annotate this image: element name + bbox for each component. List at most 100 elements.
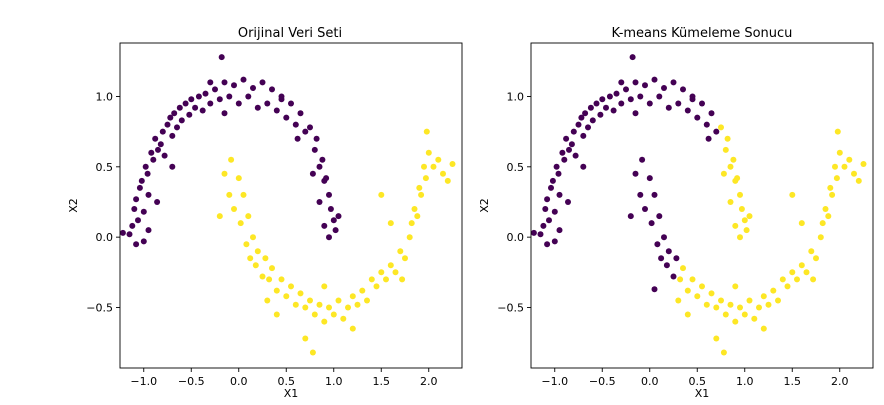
scatter-point [665, 248, 672, 255]
scatter-point [335, 297, 342, 304]
scatter-point [292, 121, 299, 128]
scatter-point [727, 301, 734, 308]
scatter-point [556, 191, 563, 198]
scatter-point [319, 156, 326, 163]
y-axis-label: X2 [478, 198, 491, 213]
scatter-point [585, 124, 591, 131]
scatter-point [548, 184, 554, 191]
scatter-point [140, 238, 147, 245]
scatter-point [327, 206, 334, 212]
scatter-point [722, 311, 729, 318]
scatter-point [705, 135, 712, 142]
scatter-point [199, 107, 206, 114]
scatter-point [565, 199, 571, 205]
scatter-point [440, 170, 446, 177]
scatter-point [278, 93, 285, 100]
scatter-point [264, 297, 271, 304]
scatter-point [670, 79, 677, 86]
scatter-point [421, 163, 427, 170]
scatter-point [665, 104, 672, 111]
scatter-point [568, 141, 575, 148]
scatter-point [345, 304, 351, 311]
scatter-point [406, 234, 413, 241]
scatter-point [207, 79, 214, 86]
scatter-point [794, 276, 800, 283]
scatter-point [349, 325, 356, 332]
scatter-point [316, 199, 323, 205]
x-tick-label: −1.0 [130, 375, 157, 388]
left-scatter-panel: Orijinal Veri Seti −1.0 −0.5 0.0 0.5 1.0 1.5 2… [67, 26, 463, 400]
scatter-point [302, 128, 309, 135]
scatter-point [262, 255, 269, 262]
scatter-point [810, 276, 817, 283]
scatter-point [680, 265, 686, 272]
scatter-point [383, 276, 389, 283]
scatter-point [703, 121, 710, 128]
chart-title: Orijinal Veri Seti [238, 26, 342, 41]
scatter-point [216, 96, 223, 103]
scatter-point [720, 349, 727, 356]
scatter-point [416, 184, 423, 191]
scatter-point [836, 149, 843, 156]
y-tick-label: 0.5 [96, 161, 114, 174]
scatter-point [254, 248, 261, 255]
scatter-point [613, 90, 620, 97]
scatter-point [637, 191, 644, 198]
scatter-point [316, 301, 323, 308]
scatter-point [646, 100, 653, 107]
scatter-point [302, 304, 309, 311]
scatter-point [708, 110, 715, 117]
scatter-point [732, 318, 739, 325]
scatter-point [618, 79, 625, 86]
scatter-point [269, 265, 275, 272]
scatter-point [247, 255, 254, 262]
scatter-point [639, 156, 646, 163]
scatter-point [154, 199, 161, 205]
scatter-point [231, 206, 237, 212]
scatter-point [713, 128, 720, 135]
scatter-point [226, 93, 233, 100]
scatter-point [297, 290, 304, 297]
scatter-point [789, 269, 796, 276]
scatter-point [718, 297, 724, 304]
scatter-point [544, 241, 551, 248]
scatter-point [580, 163, 587, 170]
scatter-point [589, 117, 596, 124]
y-axis-label: X2 [67, 198, 80, 213]
scatter-point [724, 135, 731, 142]
scatter-point [555, 170, 562, 177]
scatter-point [235, 100, 242, 107]
scatter-point [240, 191, 247, 198]
scatter-point [675, 100, 682, 107]
x-tick-label: 2.0 [420, 375, 438, 388]
scatter-point [402, 255, 408, 262]
x-tick-label: 1.0 [736, 375, 754, 388]
scatter-point [765, 301, 772, 308]
scatter-point [751, 315, 758, 322]
scatter-point [155, 146, 161, 153]
scatter-point [245, 93, 252, 100]
scatter-point [561, 156, 568, 163]
scatter-point [606, 93, 613, 100]
scatter-point [556, 227, 563, 234]
scatter-point [140, 208, 147, 215]
scatter-point [167, 114, 174, 121]
scatter-point [670, 273, 677, 280]
scatter-point [808, 248, 815, 255]
scatter-point [551, 238, 558, 245]
scatter-point [713, 335, 720, 342]
scatter-point [216, 213, 223, 220]
scatter-point [323, 175, 330, 182]
scatter-point [273, 107, 280, 114]
scatter-point [832, 163, 838, 170]
scatter-point [150, 156, 157, 163]
scatter-point [368, 276, 375, 283]
x-tick-label: 2.0 [831, 375, 849, 388]
scatter-point [855, 177, 862, 184]
scatter-point [192, 104, 199, 111]
scatter-point [737, 191, 743, 198]
scatter-point [221, 110, 228, 117]
scatter-point [798, 262, 805, 269]
scatter-point [720, 170, 727, 177]
scatter-point [642, 206, 648, 212]
